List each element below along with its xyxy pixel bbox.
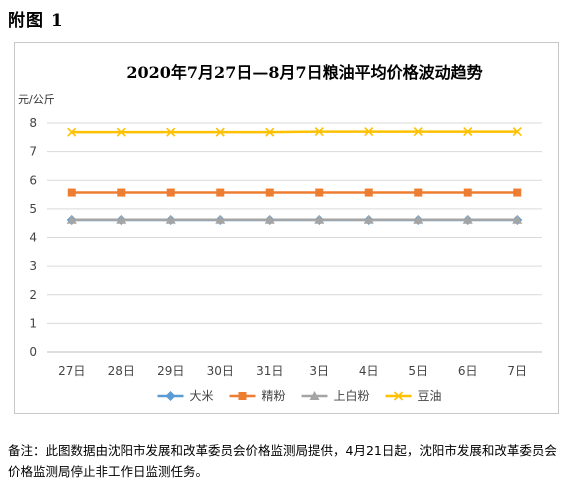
y-tick-label: 1 (29, 316, 37, 330)
y-tick-label: 0 (29, 345, 37, 359)
y-axis-label: 元/公斤 (18, 93, 55, 106)
data-point (512, 214, 523, 224)
data-point (513, 188, 522, 197)
data-point (216, 188, 225, 197)
legend-marker (165, 391, 176, 401)
chart-title: 2020年7月27日—8月7日粮油平均价格波动趋势 (126, 63, 482, 82)
data-point (117, 188, 126, 197)
data-point (215, 214, 226, 224)
figure-heading: 附图 1 (8, 11, 64, 31)
footnote: 备注：此图数据由沈阳市发展和改革委员会价格监测局提供，4月21日起，沈阳市发展和… (8, 443, 557, 479)
series-line (71, 130, 518, 134)
y-tick-label: 6 (29, 173, 37, 187)
y-tick-label: 5 (29, 202, 37, 216)
data-point (364, 188, 373, 197)
data-point (413, 127, 423, 137)
data-point (165, 214, 176, 224)
data-point (314, 214, 325, 224)
data-point (116, 127, 126, 137)
data-point (364, 127, 374, 137)
x-tick-label: 30日 (207, 364, 234, 378)
x-tick-label: 27日 (58, 364, 85, 378)
x-tick-label: 28日 (108, 364, 135, 378)
y-tick-label: 7 (29, 145, 37, 159)
data-point (166, 127, 176, 137)
x-tick-label: 7日 (507, 364, 527, 378)
legend-marker (393, 391, 404, 401)
data-point (463, 188, 472, 197)
x-tick-label: 31日 (256, 364, 283, 378)
data-point (314, 127, 324, 137)
data-point (265, 127, 275, 137)
data-point (215, 127, 225, 137)
legend-label: 精粉 (262, 389, 286, 403)
x-tick-label: 6日 (458, 364, 478, 378)
legend-marker (309, 391, 320, 400)
y-tick-label: 8 (29, 116, 37, 130)
data-point (264, 214, 275, 224)
data-point (265, 188, 274, 197)
y-tick-label: 3 (29, 259, 37, 273)
data-point (363, 214, 374, 224)
data-point (462, 214, 473, 224)
legend-label: 上白粉 (334, 388, 370, 403)
x-tick-label: 3日 (309, 364, 329, 378)
legend-label: 大米 (190, 389, 214, 403)
data-point (67, 188, 76, 197)
data-point (66, 214, 77, 224)
x-tick-label: 4日 (359, 364, 379, 378)
data-point (315, 188, 324, 197)
data-point (512, 127, 522, 137)
legend-label: 豆油 (418, 389, 442, 403)
data-point (116, 214, 127, 224)
data-point (463, 127, 473, 137)
x-tick-label: 29日 (157, 364, 184, 378)
chart-container: 2020年7月27日—8月7日粮油平均价格波动趋势元/公斤 0 1 2 3 4 5 6 7 8 27… (14, 42, 559, 414)
data-point (67, 127, 77, 137)
y-tick-label: 4 (29, 231, 37, 245)
y-tick-label: 2 (29, 288, 37, 302)
legend-marker (238, 392, 247, 400)
data-point (166, 188, 175, 197)
data-point (414, 188, 423, 197)
x-tick-label: 5日 (408, 364, 428, 378)
data-point (413, 214, 424, 224)
